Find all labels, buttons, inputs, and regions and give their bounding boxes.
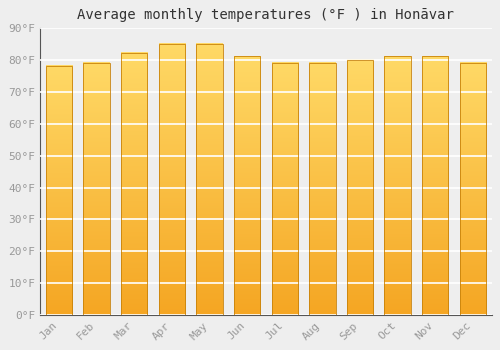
Bar [84, 63, 110, 315]
Bar [309, 63, 336, 315]
Title: Average monthly temperatures (°F ) in Honāvar: Average monthly temperatures (°F ) in Ho… [78, 8, 454, 22]
Bar [272, 63, 298, 315]
Bar [460, 63, 486, 315]
Bar [46, 66, 72, 315]
Bar [422, 56, 448, 315]
Bar [347, 60, 373, 315]
Bar [384, 56, 411, 315]
Bar [158, 44, 185, 315]
Bar [234, 56, 260, 315]
Bar [121, 53, 148, 315]
Bar [196, 44, 222, 315]
